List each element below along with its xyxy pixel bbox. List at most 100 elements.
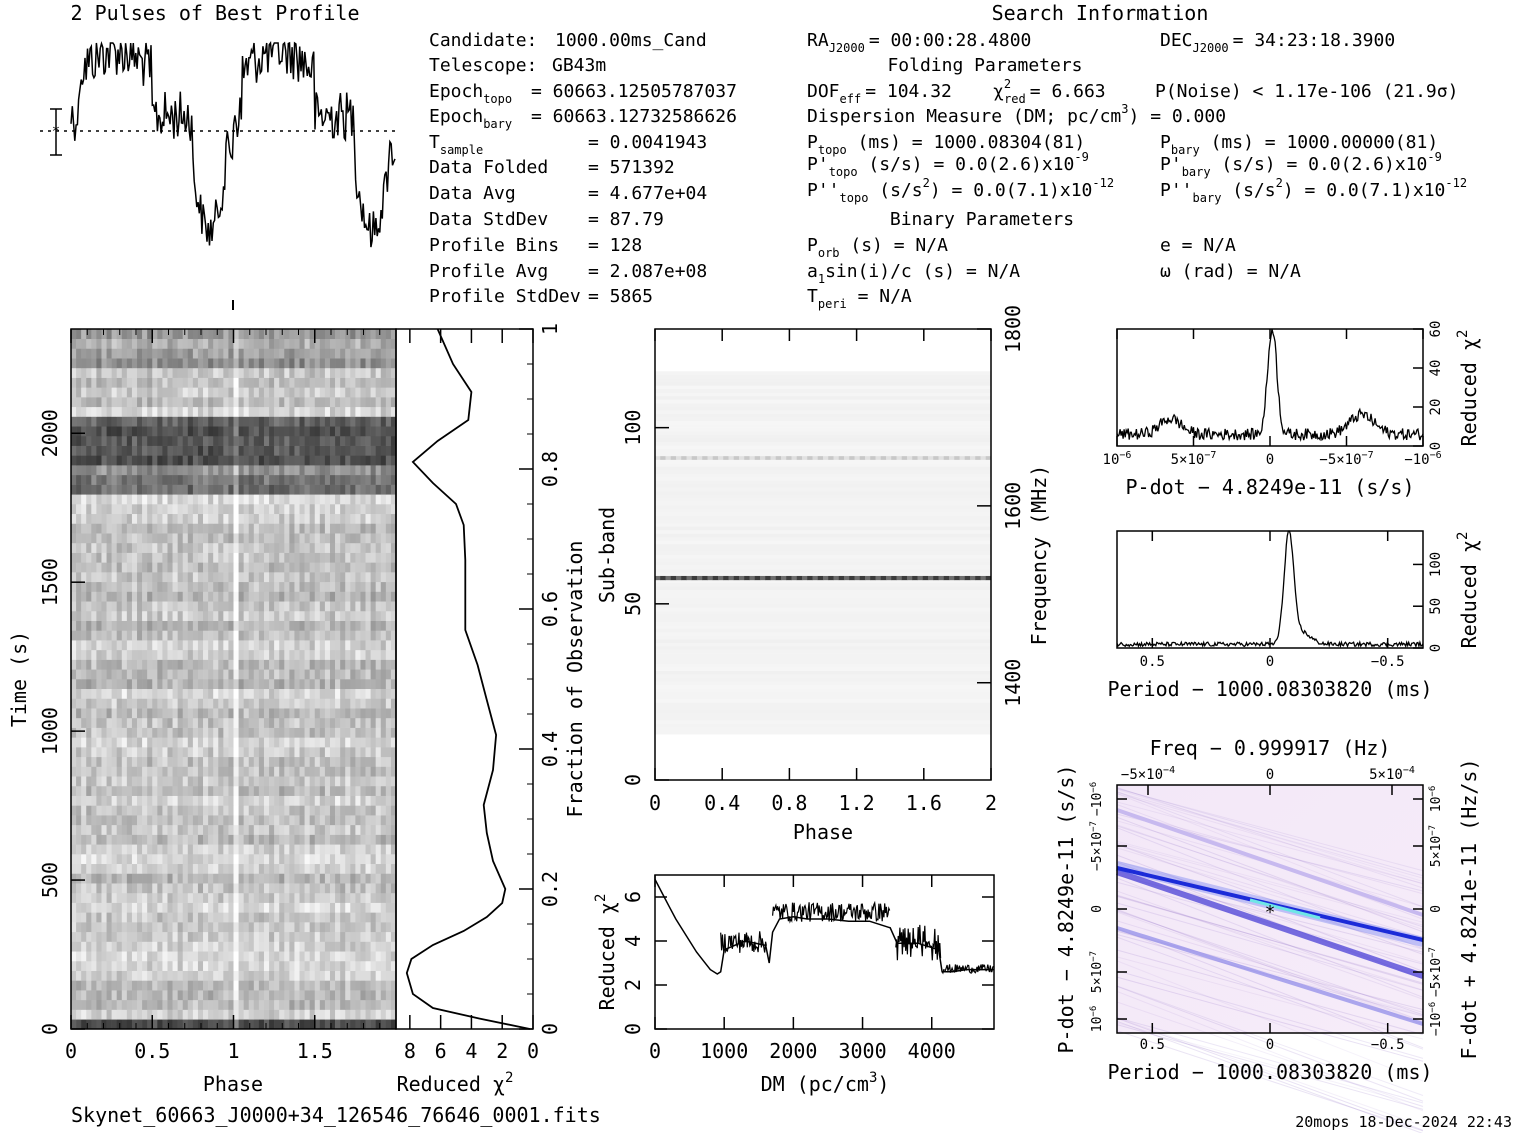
time-phase-cell	[162, 805, 168, 816]
time-phase-cell	[177, 581, 184, 592]
time-phase-cell	[81, 533, 87, 544]
time-phase-cell	[223, 445, 229, 456]
time-phase-cell	[172, 455, 178, 466]
time-phase-cell	[116, 727, 123, 738]
subband-row	[655, 716, 991, 721]
time-phase-cell	[385, 824, 392, 835]
time-phase-cell	[390, 912, 397, 923]
subband-row	[655, 621, 991, 626]
time-phase-cell	[263, 854, 270, 865]
time-phase-cell	[289, 630, 295, 641]
time-phase-cell	[187, 397, 194, 408]
time-phase-cell	[121, 679, 128, 690]
time-phase-cell	[350, 698, 356, 709]
time-phase-cell	[385, 727, 392, 738]
time-phase-cell	[203, 717, 209, 728]
time-phase-cell	[81, 387, 87, 398]
time-phase-cell	[203, 854, 209, 865]
time-phase-cell	[101, 960, 107, 971]
time-phase-cell	[218, 785, 224, 796]
time-phase-cell	[137, 552, 143, 563]
time-phase-cell	[187, 610, 194, 621]
subband-row	[655, 695, 991, 700]
time-phase-cell	[228, 338, 234, 349]
time-phase-cell	[131, 873, 138, 884]
subband-row	[655, 713, 991, 717]
subband-cell	[733, 575, 740, 581]
time-phase-cell	[137, 659, 143, 670]
time-phase-cell	[324, 805, 331, 816]
time-phase-cell	[274, 329, 280, 340]
time-phase-cell	[86, 873, 92, 884]
time-phase-cell	[370, 416, 376, 427]
time-phase-cell	[111, 854, 118, 865]
time-phase-cell	[269, 358, 275, 369]
time-phase-cell	[126, 649, 133, 660]
time-phase-cell	[284, 406, 290, 417]
time-phase-cell	[111, 669, 118, 680]
time-phase-cell	[71, 698, 77, 709]
time-phase-cell	[360, 756, 366, 767]
time-phase-cell	[284, 494, 290, 505]
time-phase-cell	[329, 854, 336, 865]
time-phase-cell	[71, 756, 77, 767]
time-phase-cell	[157, 455, 163, 466]
subband-row	[655, 543, 991, 548]
time-phase-cell	[167, 756, 173, 767]
subband-row	[655, 649, 991, 654]
time-phase-cell	[187, 756, 194, 767]
time-phase-cell	[197, 698, 204, 709]
time-phase-cell	[203, 883, 209, 894]
time-phase-cell	[228, 688, 234, 699]
time-phase-cell	[101, 523, 107, 534]
time-phase-cell	[71, 844, 77, 855]
time-phase-cell	[182, 776, 189, 787]
time-phase-cell	[269, 815, 275, 826]
time-phase-cell	[76, 669, 82, 680]
time-phase-cell	[243, 416, 250, 427]
time-phase-cell	[243, 766, 250, 777]
time-phase-cell	[350, 533, 356, 544]
time-phase-cell	[355, 523, 361, 534]
dm-line: Dispersion Measure (DM; pc/cm3) = 0.000	[807, 102, 1226, 127]
time-phase-cell	[324, 474, 331, 485]
time-phase-cell	[96, 533, 102, 544]
time-phase-cell	[162, 902, 168, 913]
time-phase-cell	[294, 970, 300, 981]
time-phase-cell	[274, 1009, 280, 1020]
time-phase-cell	[304, 474, 310, 485]
time-phase-cell	[187, 883, 194, 894]
time-phase-cell	[228, 805, 234, 816]
time-phase-cell	[238, 581, 244, 592]
time-phase-cell	[137, 649, 143, 660]
time-phase-cell	[203, 912, 209, 923]
time-phase-cell	[263, 756, 270, 767]
time-phase-cell	[385, 465, 392, 476]
time-phase-cell	[157, 815, 163, 826]
time-phase-cell	[76, 591, 82, 602]
subband-row	[655, 505, 991, 509]
subband-cell	[865, 455, 871, 460]
time-phase-cell	[192, 474, 199, 485]
time-phase-cell	[258, 941, 265, 952]
time-phase-cell	[360, 377, 366, 388]
time-phase-cell	[380, 484, 387, 495]
time-phase-cell	[228, 941, 234, 952]
time-phase-cell	[350, 688, 356, 699]
time-phase-cell	[208, 708, 214, 719]
time-phase-cell	[233, 659, 239, 670]
time-phase-cell	[157, 999, 163, 1010]
time-phase-cell	[335, 445, 341, 456]
time-phase-cell	[314, 465, 321, 476]
time-phase-cell	[218, 1019, 224, 1030]
time-phase-cell	[360, 892, 366, 903]
time-phase-cell	[279, 474, 285, 485]
time-phase-cell	[238, 591, 244, 602]
time-phase-cell	[345, 397, 351, 408]
time-phase-cell	[263, 922, 270, 933]
time-phase-cell	[213, 854, 219, 865]
subband-cell	[702, 455, 708, 460]
time-phase-cell	[284, 358, 290, 369]
time-phase-cell	[228, 980, 234, 991]
time-phase-cell	[299, 1009, 305, 1020]
